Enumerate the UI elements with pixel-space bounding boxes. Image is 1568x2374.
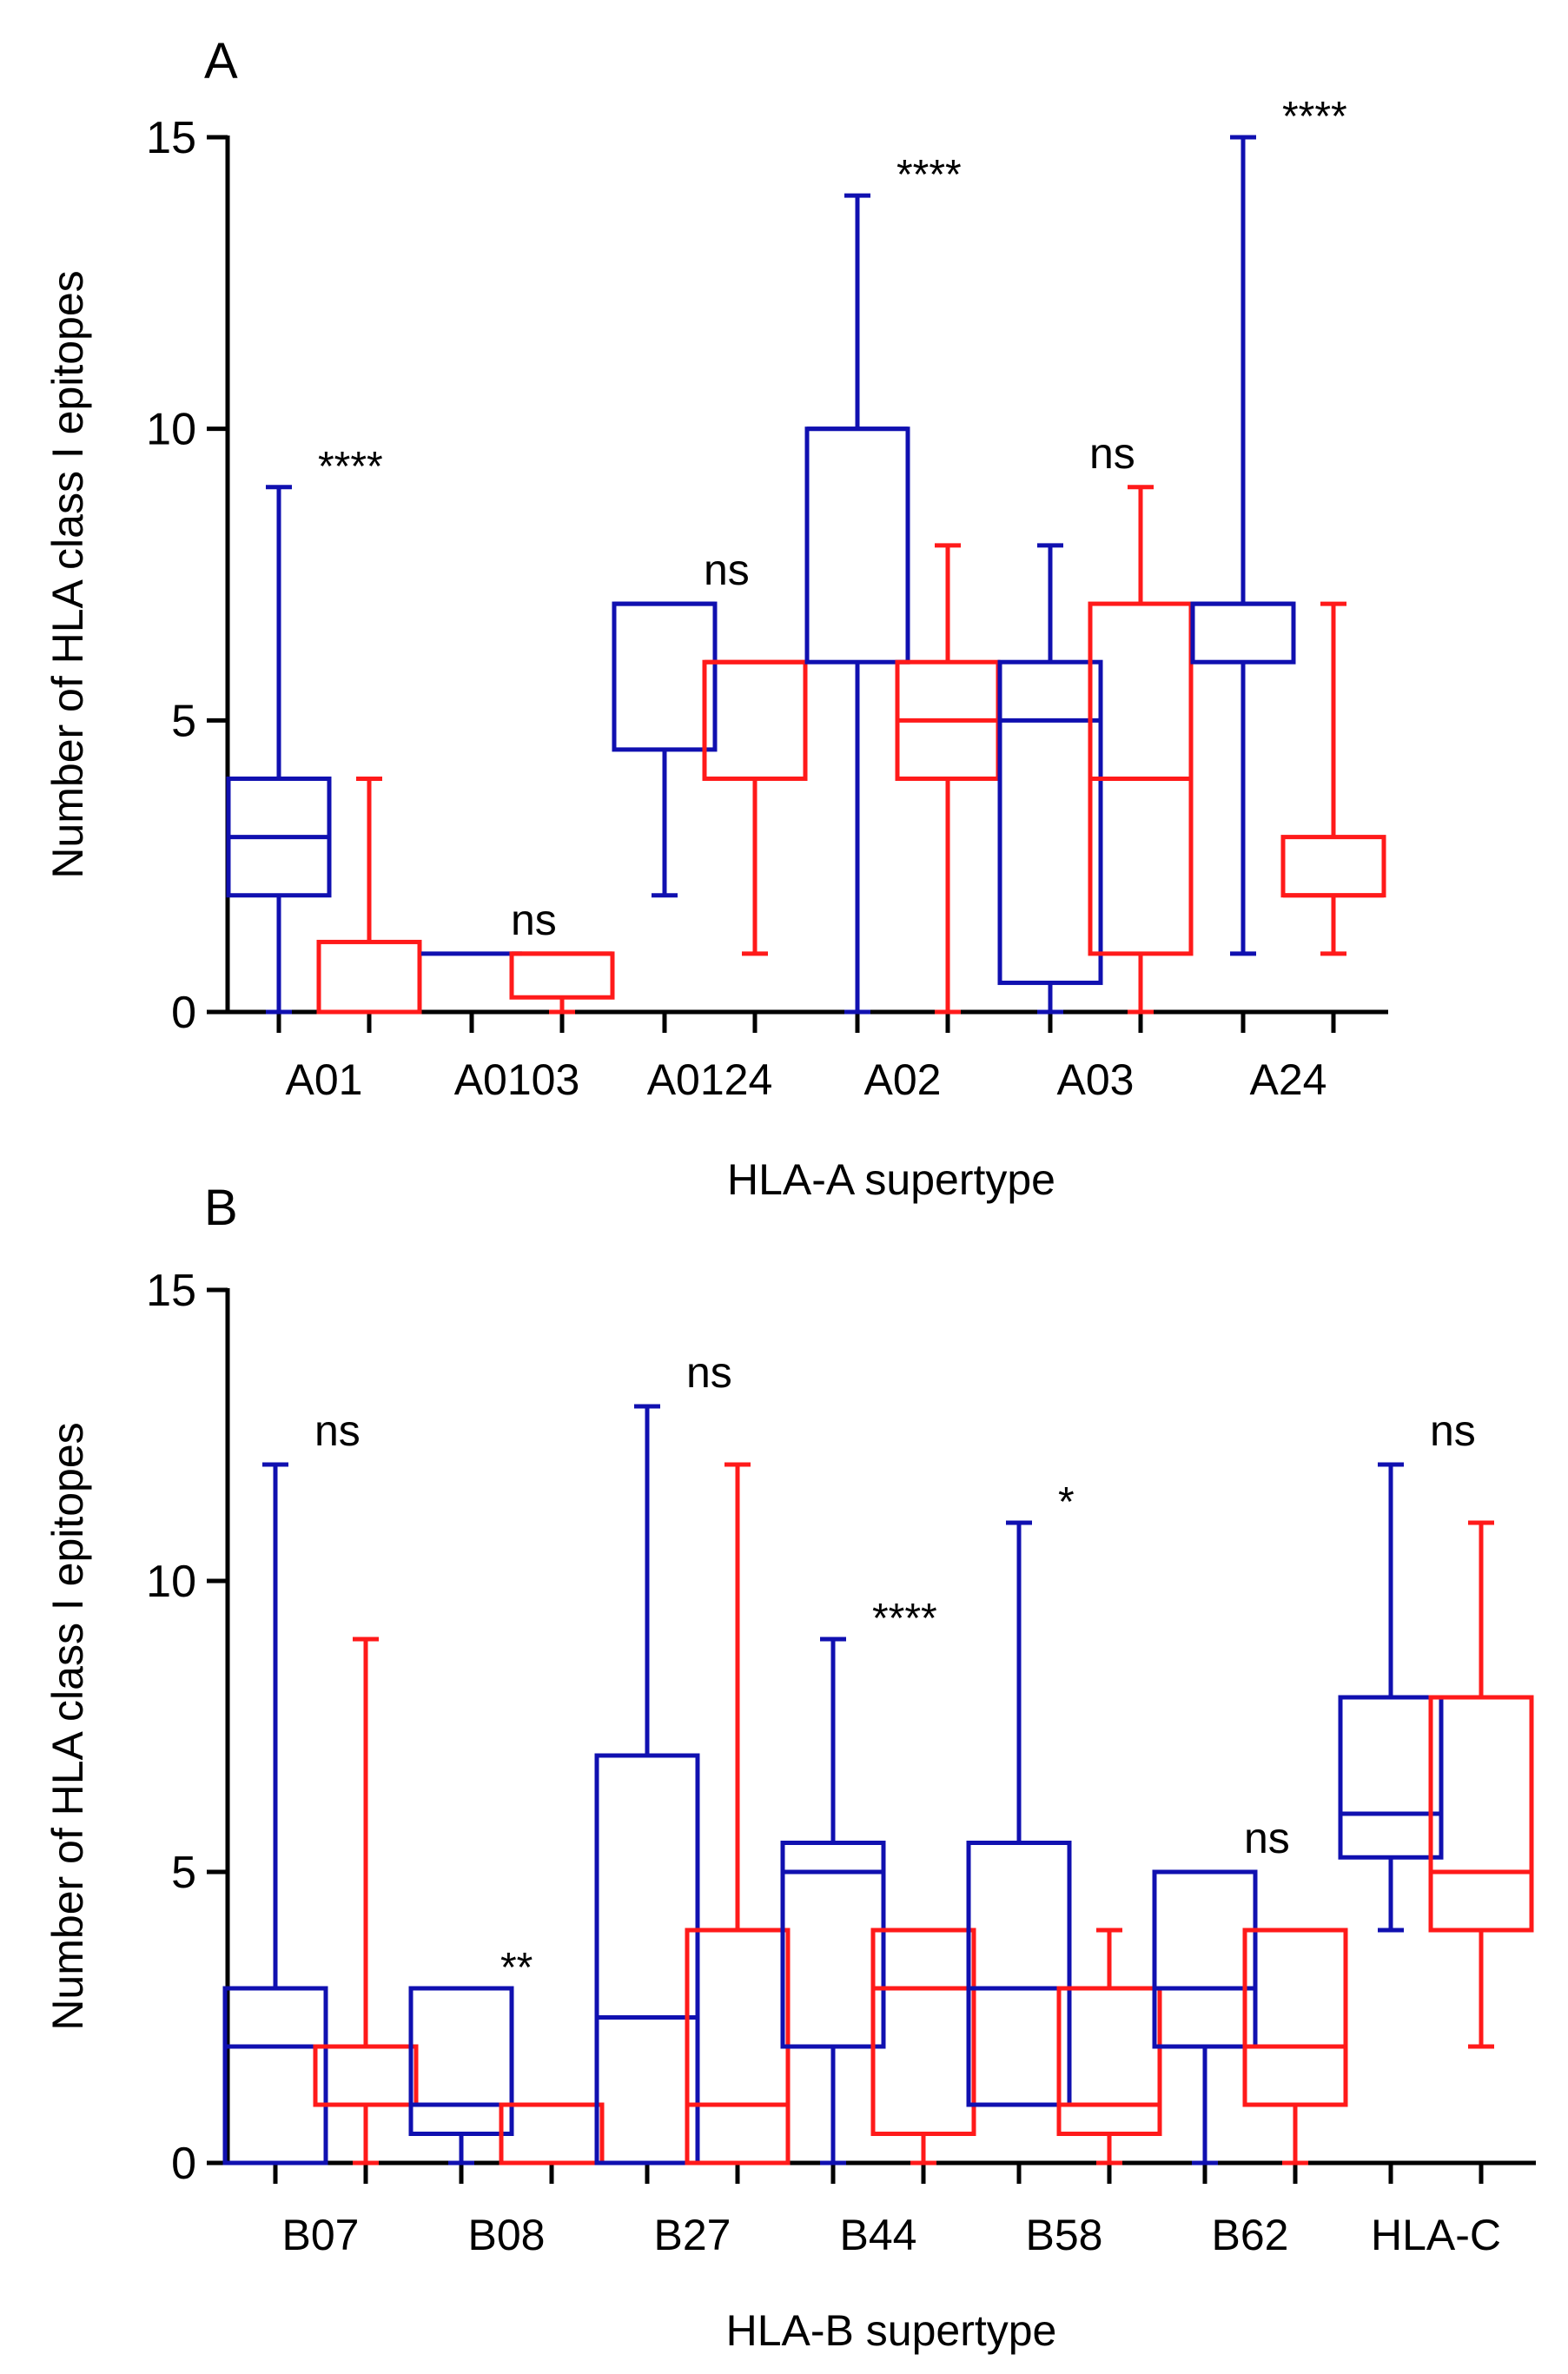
box-iqr	[870, 1928, 976, 2136]
x-tick-label: A0124	[647, 1055, 773, 1104]
y-tick-label: 5	[171, 1848, 196, 1898]
significance-label: **	[500, 1945, 533, 1991]
box-group1-a01	[226, 485, 332, 1015]
x-tick-label: HLA-C	[1371, 2211, 1501, 2259]
box-group1-b07	[222, 1462, 328, 2166]
significance-label: ns	[314, 1406, 361, 1455]
y-tick-label: 15	[146, 1266, 196, 1316]
box-group1-b44	[780, 1637, 886, 2166]
y-tick-label: 10	[146, 405, 196, 455]
box-iqr	[408, 1986, 514, 2136]
box-group2-a0103	[509, 951, 615, 1015]
box-iqr	[222, 1986, 328, 2166]
box-group2-a24	[1280, 601, 1386, 956]
box-group2-a02	[895, 543, 1001, 1015]
box-iqr	[685, 1928, 791, 2166]
box-group2-hla-c	[1428, 1520, 1534, 2049]
x-tick-label: B58	[1026, 2211, 1103, 2259]
box-group1-a0124	[612, 601, 718, 898]
box-group2-b27	[685, 1462, 791, 2166]
box-iqr	[612, 601, 718, 752]
significance-label: ns	[1430, 1406, 1476, 1455]
y-axis-title: Number of HLA class I epitopes	[43, 1422, 92, 2030]
significance-label: ****	[1282, 94, 1347, 140]
box-iqr	[1428, 1695, 1534, 1933]
box-group2-a0124	[702, 659, 808, 956]
y-tick-label: 15	[146, 113, 196, 163]
box-iqr	[509, 951, 615, 1000]
significance-label: ns	[511, 896, 557, 944]
x-tick-label: A24	[1250, 1055, 1327, 1104]
panel-b: 0 5 10 15 B07 ns B08 ** B27 ns B44 **** B58 * B62 ns HLA…	[43, 1180, 1536, 2355]
panel-letter: A	[204, 33, 238, 89]
y-tick-label: 10	[146, 1557, 196, 1607]
box-group1-a02	[804, 193, 910, 1015]
y-tick-label: 5	[171, 696, 196, 746]
box-iqr	[702, 659, 808, 781]
box-group1-b62	[1152, 1869, 1258, 2166]
box-iqr	[804, 427, 910, 665]
y-axis-title: Number of HLA class I epitopes	[43, 270, 92, 878]
box-iqr	[594, 1753, 700, 2166]
box-group1-a24	[1190, 135, 1296, 956]
significance-label: ns	[704, 546, 750, 594]
box-iqr	[316, 939, 422, 1015]
box-iqr	[1056, 1986, 1162, 2136]
box-iqr	[997, 659, 1103, 985]
significance-label: ****	[896, 152, 962, 198]
box-group1-hla-c	[1338, 1462, 1444, 1933]
x-tick-label: A01	[286, 1055, 363, 1104]
box-iqr	[1190, 601, 1296, 665]
box-group2-b07	[313, 1637, 419, 2166]
box-group2-a03	[1088, 485, 1194, 1015]
box-iqr	[780, 1841, 886, 2049]
significance-label: ****	[872, 1596, 937, 1642]
x-tick-label: B08	[468, 2211, 546, 2259]
box-iqr	[1280, 835, 1386, 898]
significance-label: ns	[1244, 1814, 1290, 1862]
box-iqr	[1152, 1869, 1258, 2049]
box-group2-b44	[870, 1928, 976, 2166]
x-tick-label: A03	[1057, 1055, 1135, 1104]
y-tick-label: 0	[171, 988, 196, 1038]
box-iqr	[313, 2044, 419, 2107]
box-group2-a01	[316, 776, 422, 1015]
panel-a: 0 5 10 15 A01 **** A0103 ns A0124 ns A02 **** A03 ns A…	[43, 33, 1388, 1204]
box-group1-b08	[408, 1986, 514, 2166]
box-group1-b58	[966, 1520, 1072, 2107]
box-iqr	[1242, 1928, 1348, 2107]
box-iqr	[499, 2102, 605, 2166]
x-tick-label: B62	[1212, 2211, 1289, 2259]
y-tick-label: 0	[171, 2139, 196, 2189]
x-tick-label: A02	[864, 1055, 942, 1104]
x-axis-title: HLA-B supertype	[726, 2306, 1057, 2355]
significance-label: *	[1058, 1479, 1075, 1525]
box-iqr	[966, 1841, 1072, 2107]
box-iqr	[1338, 1695, 1444, 1860]
box-group2-b58	[1056, 1928, 1162, 2166]
significance-label: ****	[318, 444, 383, 490]
box-group1-a03	[997, 543, 1103, 1015]
x-tick-label: B07	[282, 2211, 360, 2259]
x-tick-label: B27	[654, 2211, 731, 2259]
box-group2-b08	[499, 2102, 605, 2166]
significance-label: ns	[1089, 429, 1135, 478]
x-tick-label: A0103	[454, 1055, 580, 1104]
x-axis-title: HLA-A supertype	[727, 1155, 1055, 1204]
significance-label: ns	[686, 1348, 732, 1397]
box-group2-b62	[1242, 1928, 1348, 2166]
panel-letter: B	[204, 1180, 238, 1236]
box-group1-b27	[594, 1404, 700, 2166]
x-tick-label: B44	[840, 2211, 917, 2259]
